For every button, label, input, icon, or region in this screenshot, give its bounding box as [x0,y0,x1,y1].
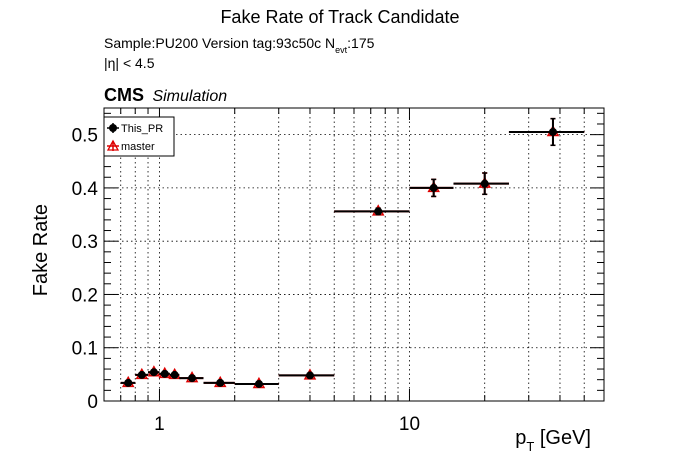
data-point [120,378,136,387]
grid [103,108,604,401]
eta-cut-label: |η| < 4.5 [104,55,155,71]
data-point [453,172,509,196]
x-tick-label: 1 [154,414,165,435]
sample-line: Sample:PU200 Version tag:93c50c N [104,35,335,51]
data-point [148,368,160,377]
y-axis-label: Fake Rate [30,204,52,296]
marker-circle [480,179,489,188]
marker-circle [160,369,169,378]
nevt-value: :175 [347,35,374,51]
marker-circle [216,378,225,387]
sample-info: Sample:PU200 Version tag:93c50c Nevt:175 [104,35,375,55]
data-point [159,369,170,378]
data-point [334,207,410,216]
axis-ticks: 0 0.1 0.2 0.3 0.4 0.5 1 10 [72,108,604,435]
data-point [203,378,235,387]
data-series [120,117,585,389]
legend-entry-master: master [106,139,155,153]
marker-circle [429,183,438,192]
legend-box [103,116,175,157]
cms-text: CMS [104,85,144,105]
y-tick-label: 0 [87,392,98,413]
legend-entry-this-pr: This_PR [107,123,163,135]
data-point [169,370,180,379]
marker-circle [548,127,557,136]
marker-circle [149,368,158,377]
data-point [409,178,454,198]
cms-label: CMS Simulation [104,85,227,105]
legend-marker-this-pr [109,124,117,132]
data-point [179,374,204,383]
y-tick-label: 0.3 [72,232,98,253]
marker-circle [170,370,179,379]
legend-marker-master [106,139,120,151]
marker-circle [374,207,383,216]
y-tick-label: 0.2 [72,285,98,306]
marker-circle [305,371,314,380]
marker-circle [188,374,197,383]
marker-circle [254,379,263,388]
data-point [135,370,149,379]
series-this-pr [120,117,585,388]
x-axis-label-sub: T [526,439,534,454]
chart-title: Fake Rate of Track Candidate [220,7,459,27]
data-point [278,371,335,380]
simulation-text: Simulation [152,88,227,105]
x-axis-label-main: p [515,427,526,449]
x-axis-label: pT [GeV] [515,427,591,454]
data-point [234,379,279,388]
legend-label-master: master [121,141,155,153]
y-tick-label: 0.1 [72,339,98,360]
nevt-subscript: evt [335,45,348,55]
legend-label-this-pr: This_PR [121,123,163,135]
data-point [508,117,585,147]
marker-circle [137,370,146,379]
legend: This_PR master [103,116,175,157]
y-tick-label: 0.4 [72,179,99,200]
marker-circle [124,378,133,387]
y-tick-label: 0.5 [72,126,98,147]
x-axis-label-unit: [GeV] [534,427,591,449]
x-tick-label: 10 [399,414,420,435]
